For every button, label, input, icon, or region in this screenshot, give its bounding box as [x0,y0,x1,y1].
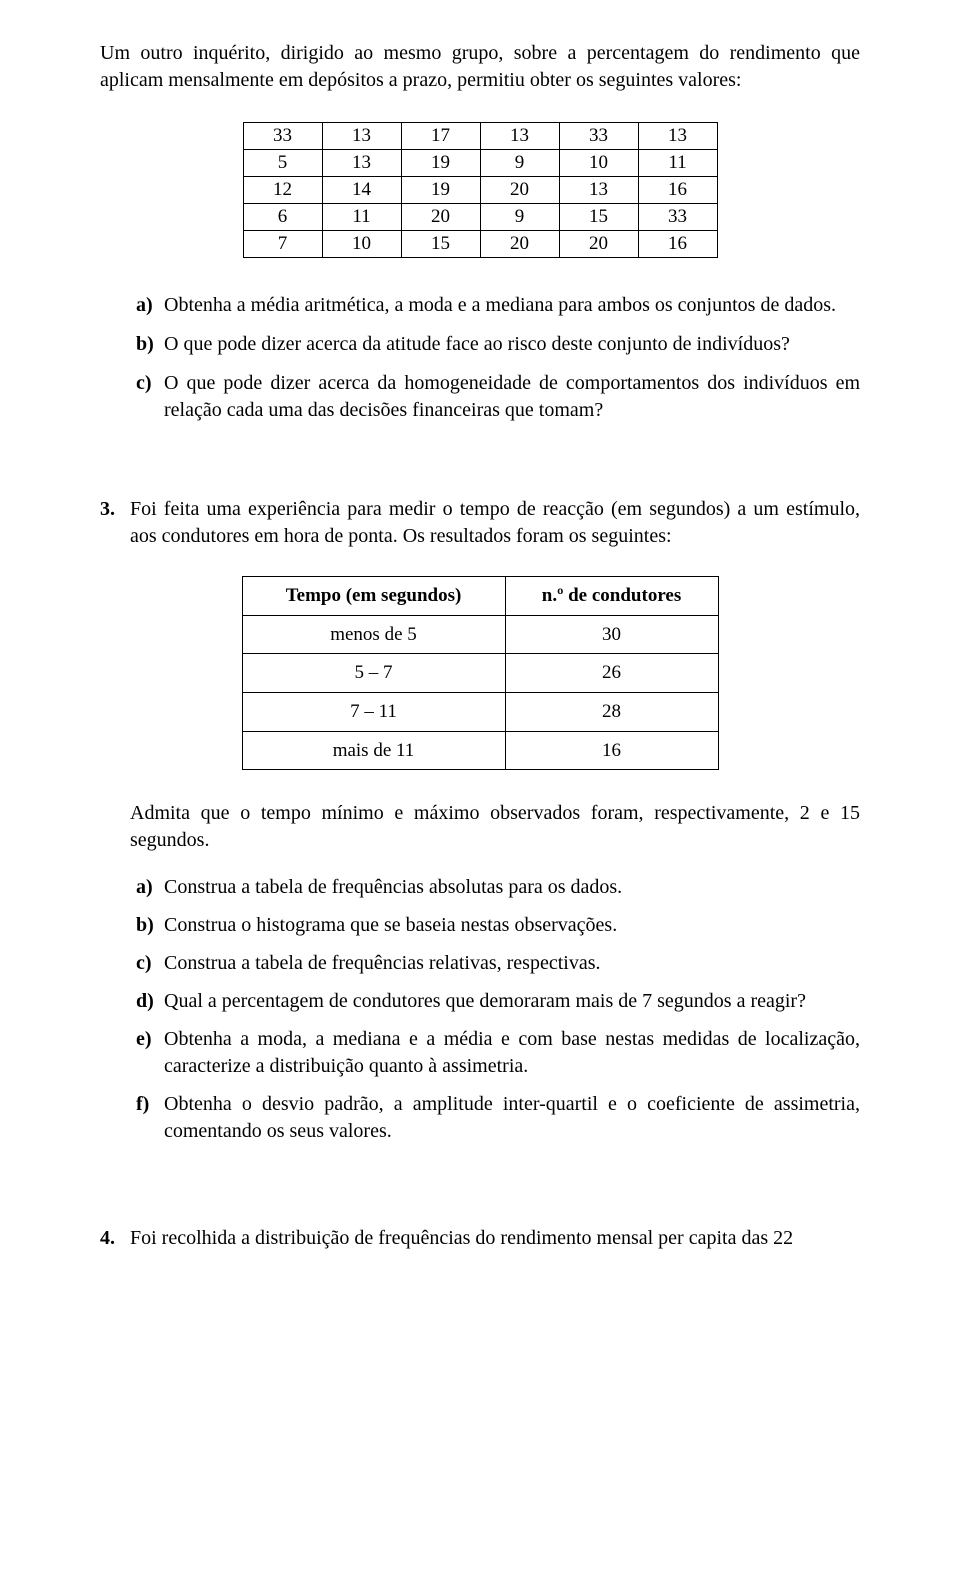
label-b: b) [136,331,164,358]
question-list-abc: a) Obtenha a média aritmética, a moda e … [100,292,860,424]
conductors-table: Tempo (em segundos) n.º de condutores me… [242,576,719,770]
cell: 5 – 7 [242,654,505,693]
data-table: 33 13 17 13 33 13 5 13 19 9 10 11 12 14 … [243,122,718,258]
question-3-text: Foi feita uma experiência para medir o t… [124,496,860,550]
cell: 28 [505,692,718,731]
cell: 9 [480,204,559,231]
q3-f: f) Obtenha o desvio padrão, a amplitude … [136,1091,860,1145]
table-row: 5 – 7 26 [242,654,718,693]
label-c: c) [136,370,164,424]
table-row: 12 14 19 20 13 16 [243,177,717,204]
cell: 5 [243,150,322,177]
cell: 7 – 11 [242,692,505,731]
cell: 11 [322,204,401,231]
cell: 13 [322,150,401,177]
label: d) [136,988,164,1015]
cell: 20 [480,177,559,204]
cell: 20 [559,231,638,258]
text: Construa o histograma que se baseia nest… [164,912,860,939]
question-b: b) O que pode dizer acerca da atitude fa… [136,331,860,358]
cell: 6 [243,204,322,231]
question-c: c) O que pode dizer acerca da homogeneid… [136,370,860,424]
cell: 20 [401,204,480,231]
question-4-number: 4. [100,1225,124,1252]
cell: 13 [322,123,401,150]
document-page: Um outro inquérito, dirigido ao mesmo gr… [0,0,960,1570]
text: Construa a tabela de frequências absolut… [164,874,860,901]
table-row: menos de 5 30 [242,615,718,654]
q3-e: e) Obtenha a moda, a mediana e a média e… [136,1026,860,1080]
cell: 16 [505,731,718,770]
cell: 12 [243,177,322,204]
label-a: a) [136,292,164,319]
question-3-number: 3. [100,496,124,550]
cell: 17 [401,123,480,150]
cell: menos de 5 [242,615,505,654]
header-condutores: n.º de condutores [505,577,718,616]
question-a: a) Obtenha a média aritmética, a moda e … [136,292,860,319]
cell: 9 [480,150,559,177]
text: Qual a percentagem de condutores que dem… [164,988,860,1015]
cell: 10 [559,150,638,177]
cell: 7 [243,231,322,258]
cell: 11 [638,150,717,177]
table-header-row: Tempo (em segundos) n.º de condutores [242,577,718,616]
cell: 16 [638,231,717,258]
cell: 20 [480,231,559,258]
cell: 13 [638,123,717,150]
cell: 30 [505,615,718,654]
label: f) [136,1091,164,1145]
cell: 15 [559,204,638,231]
text: Construa a tabela de frequências relativ… [164,950,860,977]
q3-a: a) Construa a tabela de frequências abso… [136,874,860,901]
label: a) [136,874,164,901]
label: e) [136,1026,164,1080]
header-tempo: Tempo (em segundos) [242,577,505,616]
text-b: O que pode dizer acerca da atitude face … [164,331,860,358]
cell: 14 [322,177,401,204]
table-row: 5 13 19 9 10 11 [243,150,717,177]
question-3-intro: 3. Foi feita uma experiência para medir … [100,496,860,550]
intro-paragraph: Um outro inquérito, dirigido ao mesmo gr… [100,40,860,94]
question-4: 4. Foi recolhida a distribuição de frequ… [100,1225,860,1252]
table-row: 7 – 11 28 [242,692,718,731]
text-c: O que pode dizer acerca da homogeneidade… [164,370,860,424]
cell: 16 [638,177,717,204]
cell: 10 [322,231,401,258]
text-a: Obtenha a média aritmética, a moda e a m… [164,292,860,319]
cell: 19 [401,177,480,204]
label: c) [136,950,164,977]
cell: 13 [480,123,559,150]
label: b) [136,912,164,939]
question-3-list: a) Construa a tabela de frequências abso… [100,874,860,1145]
cell: 19 [401,150,480,177]
q3-b: b) Construa o histograma que se baseia n… [136,912,860,939]
admita-paragraph: Admita que o tempo mínimo e máximo obser… [100,800,860,854]
text: Obtenha o desvio padrão, a amplitude int… [164,1091,860,1145]
cell: 26 [505,654,718,693]
cell: mais de 11 [242,731,505,770]
q3-c: c) Construa a tabela de frequências rela… [136,950,860,977]
table-row: 33 13 17 13 33 13 [243,123,717,150]
table-row: 6 11 20 9 15 33 [243,204,717,231]
question-4-text: Foi recolhida a distribuição de frequênc… [124,1225,860,1252]
cell: 15 [401,231,480,258]
q3-d: d) Qual a percentagem de condutores que … [136,988,860,1015]
cell: 13 [559,177,638,204]
table-row: 7 10 15 20 20 16 [243,231,717,258]
table-row: mais de 11 16 [242,731,718,770]
text: Obtenha a moda, a mediana e a média e co… [164,1026,860,1080]
cell: 33 [559,123,638,150]
cell: 33 [638,204,717,231]
cell: 33 [243,123,322,150]
